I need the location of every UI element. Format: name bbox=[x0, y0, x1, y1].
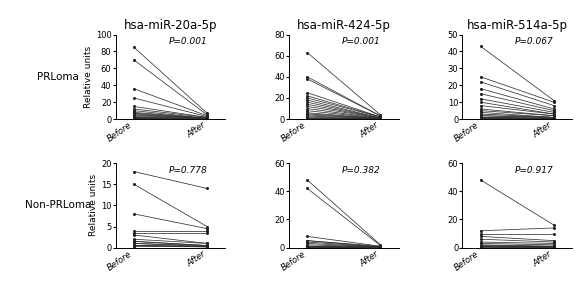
Text: PRLoma: PRLoma bbox=[37, 72, 79, 82]
Title: hsa-miR-424-5p: hsa-miR-424-5p bbox=[297, 19, 391, 32]
Text: P=0.778: P=0.778 bbox=[168, 166, 207, 175]
Text: P=0.001: P=0.001 bbox=[168, 37, 207, 46]
Y-axis label: Relative units: Relative units bbox=[84, 46, 93, 108]
Y-axis label: Relative units: Relative units bbox=[89, 174, 98, 236]
Text: P=0.001: P=0.001 bbox=[342, 37, 380, 46]
Title: hsa-miR-514a-5p: hsa-miR-514a-5p bbox=[467, 19, 568, 32]
Text: Non-PRLoma: Non-PRLoma bbox=[25, 200, 91, 211]
Text: P=0.917: P=0.917 bbox=[515, 166, 554, 175]
Title: hsa-miR-20a-5p: hsa-miR-20a-5p bbox=[124, 19, 217, 32]
Text: P=0.382: P=0.382 bbox=[342, 166, 380, 175]
Text: P=0.067: P=0.067 bbox=[515, 37, 554, 46]
